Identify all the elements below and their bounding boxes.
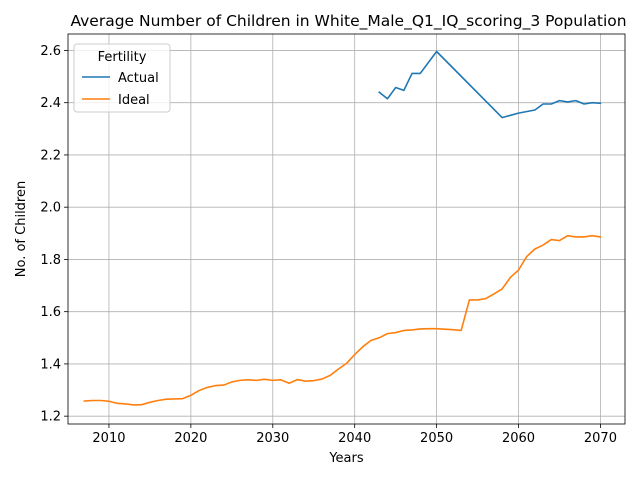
y-tick-label: 1.4 xyxy=(40,357,61,372)
legend-items: Actual Ideal xyxy=(82,71,159,108)
x-axis-label: Years xyxy=(328,451,364,466)
series-lines xyxy=(83,50,602,406)
plot-frame xyxy=(67,33,626,425)
grid-lines xyxy=(68,34,625,424)
series-line-ideal xyxy=(83,234,602,406)
x-tick-label: 2050 xyxy=(420,431,453,446)
chart-title: Average Number of Children in White_Male… xyxy=(70,12,626,31)
x-tick-label: 2030 xyxy=(256,431,289,446)
y-tick-label: 2.0 xyxy=(40,201,61,216)
x-tick-label: 2070 xyxy=(584,431,617,446)
legend-label-actual: Actual xyxy=(118,71,159,86)
legend-label-ideal: Ideal xyxy=(118,93,150,108)
x-tick-label: 2040 xyxy=(338,431,371,446)
legend-title: Fertility xyxy=(98,50,147,65)
y-tick-label: 1.8 xyxy=(40,253,61,268)
x-axis-ticks: 2010 2020 2030 2040 2050 2060 2070 xyxy=(92,424,617,446)
legend-box xyxy=(73,43,171,113)
y-axis-label: No. of Children xyxy=(14,181,29,277)
y-tick-label: 1.2 xyxy=(40,410,61,425)
y-tick-label: 2.4 xyxy=(40,96,61,111)
legend: Fertility Actual Ideal xyxy=(73,43,171,113)
y-axis-ticks: 1.2 1.4 1.6 1.8 2.0 2.2 2.4 2.6 xyxy=(40,44,68,425)
series-line-actual xyxy=(378,50,602,119)
y-tick-label: 2.2 xyxy=(40,148,61,163)
x-tick-label: 2010 xyxy=(92,431,125,446)
y-tick-label: 1.6 xyxy=(40,305,61,320)
x-tick-label: 2060 xyxy=(502,431,535,446)
x-tick-label: 2020 xyxy=(174,431,207,446)
y-tick-label: 2.6 xyxy=(40,44,61,59)
